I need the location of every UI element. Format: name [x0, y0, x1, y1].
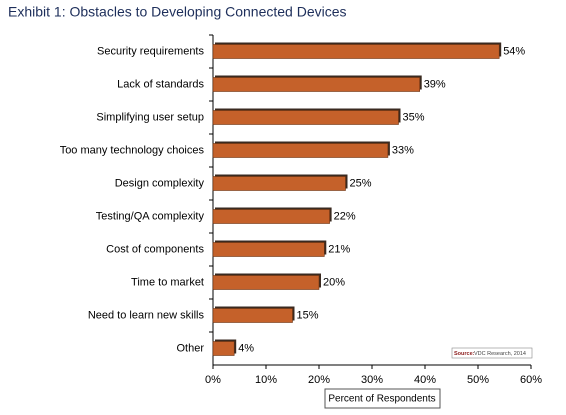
source-label: Source:: [454, 351, 475, 357]
value-label: 15%: [297, 309, 319, 321]
value-label: 54%: [503, 45, 525, 57]
y-tick-label: Other: [176, 342, 204, 354]
y-tick-label: Simplifying user setup: [96, 111, 204, 123]
y-tick-label: Time to market: [131, 276, 204, 288]
source-text: VDC Research, 2014: [474, 351, 526, 357]
bar: [212, 44, 500, 59]
y-tick-label: Design complexity: [115, 177, 205, 189]
value-label: 39%: [424, 78, 446, 90]
x-tick-label: 10%: [255, 374, 277, 386]
y-tick-label: Security requirements: [97, 45, 204, 57]
value-label: 20%: [323, 276, 345, 288]
x-tick-label: 60%: [520, 374, 542, 386]
chart-title: Exhibit 1: Obstacles to Developing Conne…: [8, 4, 347, 20]
x-tick-label: 50%: [467, 374, 489, 386]
y-tick-label: Cost of components: [106, 243, 204, 255]
y-tick-label: Need to learn new skills: [88, 309, 205, 321]
x-axis-label: Percent of Respondents: [328, 394, 435, 405]
bar: [212, 176, 346, 191]
source-box: [451, 347, 533, 359]
x-tick-label: 20%: [308, 374, 330, 386]
value-label: 4%: [238, 342, 254, 354]
bar: [212, 209, 330, 224]
x-label-box: [324, 388, 441, 409]
y-tick-label: Lack of standards: [117, 78, 204, 90]
bar: [212, 143, 389, 158]
value-label: 21%: [328, 243, 350, 255]
y-tick-label: Too many technology choices: [60, 144, 205, 156]
value-label: 22%: [334, 210, 356, 222]
value-label: 35%: [403, 111, 425, 123]
bar: [212, 242, 325, 257]
value-label: 33%: [392, 144, 414, 156]
bar: [212, 110, 399, 125]
bar: [212, 341, 235, 356]
x-tick-label: 0%: [205, 374, 221, 386]
bar: [212, 275, 320, 290]
x-tick-label: 30%: [361, 374, 383, 386]
bar: [212, 308, 293, 323]
x-tick-label: 40%: [414, 374, 436, 386]
y-tick-label: Testing/QA complexity: [96, 210, 205, 222]
value-label: 25%: [350, 177, 372, 189]
bar: [212, 77, 420, 92]
